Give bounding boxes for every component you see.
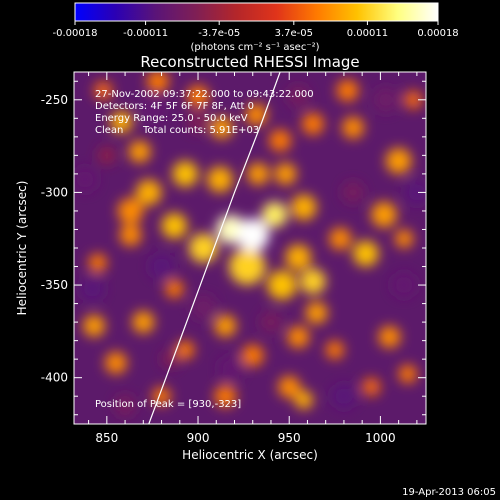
negative-emission-blob [97, 146, 116, 165]
chart-title: Reconstructed RHESSI Image [140, 53, 359, 71]
negative-emission-blob [148, 253, 175, 280]
colorbar-tick-label: 0.00011 [347, 28, 388, 39]
annotation-detectors: Detectors: 4F 5F 6F 7F 8F, Att 0 [95, 101, 254, 112]
emission-source-blob [378, 325, 401, 348]
emission-source-blob [94, 81, 113, 100]
emission-source-blob [247, 162, 270, 185]
emission-source-blob [267, 270, 297, 300]
emission-source-blob [172, 161, 199, 187]
negative-emission-blob [391, 272, 417, 298]
emission-source-blob [300, 268, 326, 295]
colorbar-unit-label: (photons cm⁻² s⁻¹ asec⁻²) [190, 42, 319, 53]
emission-source-blob [305, 301, 328, 324]
emission-source-blob [404, 90, 423, 109]
emission-source-blob [236, 218, 270, 252]
x-tick-label: 900 [187, 431, 210, 445]
emission-source-blob [214, 385, 237, 408]
emission-source-blob [371, 201, 397, 228]
emission-source-blob [342, 116, 364, 139]
annotation-clean: Clean [95, 125, 123, 136]
y-tick-label: -250 [41, 93, 68, 107]
heatmap-image [74, 72, 426, 417]
x-axis-ticks: 850 900 950 1000 [88, 72, 418, 445]
emission-source-blob [176, 340, 195, 360]
emission-source-blob [398, 364, 417, 384]
emission-source-blob [325, 340, 344, 360]
emission-source-blob [353, 240, 379, 267]
emission-source-blob [269, 129, 292, 152]
negative-emission-blob [187, 111, 209, 133]
emission-source-blob [161, 213, 188, 239]
y-tick-label: -350 [41, 278, 68, 292]
colorbar-tick-label: 0.00018 [417, 28, 458, 39]
negative-emission-blob [139, 96, 166, 122]
emission-source-blob [229, 248, 266, 285]
colorbar-tick-label: -3.7e-05 [198, 28, 240, 39]
emission-source-blob [110, 111, 133, 133]
emission-source-blob [241, 344, 264, 367]
emission-source-blob [214, 314, 237, 337]
colorbar-tick-label: -0.00011 [123, 28, 168, 39]
negative-emission-blob [218, 355, 244, 382]
negative-emission-blob [373, 87, 399, 113]
emission-source-blob [285, 244, 312, 271]
x-tick-label: 1000 [365, 431, 396, 445]
negative-emission-blob [79, 275, 106, 302]
negative-emission-blob [190, 294, 217, 321]
emission-source-blob [385, 148, 412, 174]
emission-source-blob [294, 390, 313, 410]
colorbar [75, 3, 438, 21]
emission-source-blob [207, 166, 233, 193]
negative-emission-blob [342, 181, 364, 204]
annotation-counts: Total counts: 5.91E+03 [142, 125, 259, 136]
emission-source-blob [291, 194, 317, 221]
negative-emission-blob [287, 85, 310, 108]
emission-source-blob [83, 314, 106, 337]
emission-source-blob [132, 311, 155, 334]
x-tick-label: 950 [278, 431, 301, 445]
y-axis-label: Heliocentric Y (arcsec) [15, 181, 29, 316]
negative-emission-blob [114, 394, 137, 417]
x-tick-label: 850 [95, 431, 118, 445]
emission-source-blob [336, 79, 359, 102]
negative-emission-blob [404, 179, 426, 206]
emission-source-blob [245, 103, 268, 126]
emission-source-blob [362, 377, 381, 397]
negative-emission-blob [260, 311, 282, 334]
negative-emission-blob [74, 166, 98, 193]
emission-source-blob [136, 179, 162, 206]
emission-source-blob [394, 229, 414, 248]
y-axis-ticks: -250 -300 -350 -400 [41, 80, 426, 416]
colorbar-tick-label: -0.00018 [53, 28, 98, 39]
colorbar-ticks: -0.00018 -0.00011 -3.7e-05 3.7e-05 0.00011 0.… [53, 21, 459, 39]
y-tick-label: -400 [41, 371, 68, 385]
emission-source-blob [329, 227, 352, 250]
emission-source-blob [301, 112, 324, 135]
colorbar-frame [74, 2, 439, 22]
emission-source-blob [287, 325, 310, 348]
footer-timestamp: 19-Apr-2013 06:05 [402, 487, 496, 498]
emission-source-blob [146, 72, 169, 93]
annotation-time: 27-Nov-2002 09:37:22.000 to 09:43:22.000 [95, 89, 314, 100]
emission-source-blob [274, 162, 297, 185]
emission-source-blob [117, 198, 144, 224]
x-axis-label: Heliocentric X (arcsec) [182, 448, 318, 462]
annotation-energy: Energy Range: 25.0 - 50.0 keV [95, 113, 248, 124]
emission-source-blob [210, 116, 233, 139]
negative-emission-blob [331, 383, 357, 409]
solar-limb-curve [148, 72, 281, 424]
emission-source-blob [119, 224, 142, 246]
y-tick-label: -300 [41, 185, 68, 199]
emission-source-blob [165, 279, 184, 298]
emission-source-blob [261, 201, 288, 228]
emission-source-blob [278, 376, 301, 398]
emission-source-blob [105, 351, 127, 374]
annotation-peak: Position of Peak = [930,-323] [95, 399, 241, 410]
emission-source-blob [128, 140, 151, 163]
emission-source-blob [187, 85, 209, 108]
colorbar-tick-label: 3.7e-05 [275, 28, 313, 39]
emission-source-blob [88, 253, 107, 272]
